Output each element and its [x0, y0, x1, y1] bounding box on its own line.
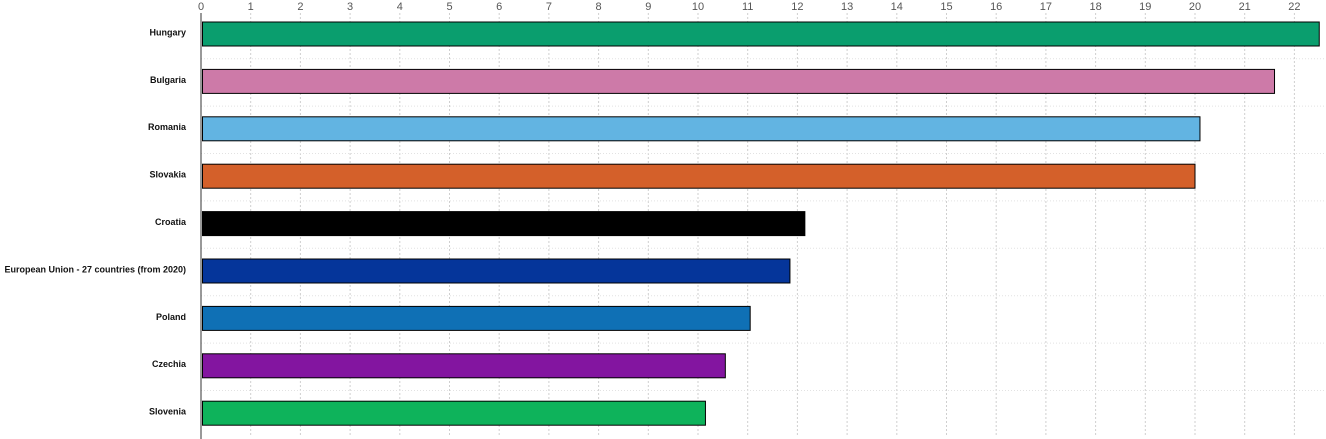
x-tick-label: 4	[397, 1, 403, 13]
category-label: Poland	[156, 312, 186, 322]
x-tick-label: 14	[891, 1, 903, 13]
category-label: Bulgaria	[150, 75, 187, 85]
x-tick-label: 12	[791, 1, 803, 13]
category-label: Romania	[148, 122, 187, 132]
x-tick-label: 5	[446, 1, 452, 13]
bar-croatia[interactable]	[202, 211, 806, 237]
x-tick-label: 6	[496, 1, 502, 13]
bar-european-union-27-countries-from-2020[interactable]	[202, 258, 791, 284]
category-labels: Hungary Bulgaria Romania Slovakia Croatia Eur…	[4, 27, 187, 416]
x-tick-label: 16	[990, 1, 1002, 13]
bar-poland[interactable]	[202, 305, 751, 331]
category-label: Slovakia	[149, 170, 187, 180]
category-label: Czechia	[152, 359, 187, 369]
bar-bulgaria[interactable]	[202, 68, 1276, 94]
x-tick-label: 0	[198, 1, 204, 13]
x-tick-label: 15	[940, 1, 952, 13]
bar-czechia[interactable]	[202, 353, 726, 379]
x-tick-label: 22	[1288, 1, 1300, 13]
x-tick-label: 19	[1139, 1, 1151, 13]
x-tick-label: 17	[1040, 1, 1052, 13]
bar-slovenia[interactable]	[202, 400, 706, 426]
x-tick-label: 13	[841, 1, 853, 13]
x-tick-label: 11	[742, 1, 753, 13]
bars	[202, 21, 1320, 426]
x-tick-label: 3	[347, 1, 353, 13]
x-tick-label: 2	[297, 1, 303, 13]
x-tick-label: 18	[1089, 1, 1101, 13]
x-tick-label: 20	[1189, 1, 1201, 13]
category-label: Croatia	[155, 217, 187, 227]
x-axis-tick-labels: 0 1 2 3 4 5 6 7 8 9 10 11 12 13 14 15 16 17 18 19 20 21 22	[198, 1, 1301, 13]
category-label: European Union - 27 countries (from 2020…	[4, 264, 186, 274]
x-tick-label: 21	[1239, 1, 1251, 13]
bar-hungary[interactable]	[202, 21, 1320, 47]
x-tick-label: 7	[546, 1, 552, 13]
x-tick-label: 10	[692, 1, 704, 13]
category-label: Slovenia	[149, 407, 187, 417]
x-tick-label: 9	[645, 1, 651, 13]
bar-romania[interactable]	[202, 116, 1201, 142]
x-tick-label: 1	[248, 1, 254, 13]
bar-slovakia[interactable]	[202, 163, 1196, 189]
category-label: Hungary	[149, 27, 186, 37]
x-tick-label: 8	[596, 1, 602, 13]
